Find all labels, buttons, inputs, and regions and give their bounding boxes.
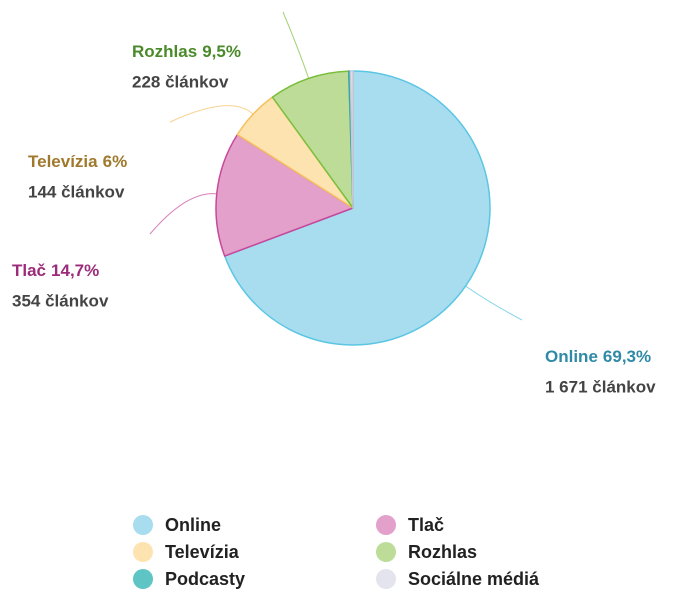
data-label: Televízia 6% — [28, 152, 127, 171]
pie-slice — [349, 70, 354, 209]
count-label: 354 článkov — [12, 291, 109, 310]
pie-slice — [271, 70, 354, 209]
legend-label: Tlač — [408, 515, 444, 535]
label-name: Rozhlas — [132, 42, 197, 61]
count-label: 228 článkov — [132, 72, 229, 91]
label-name: Tlač — [12, 261, 46, 280]
label-value: 69,3% — [603, 347, 651, 366]
count-label: 144 článkov — [28, 182, 125, 201]
label-name: Online — [545, 347, 598, 366]
legend-swatch — [376, 569, 396, 589]
label-value: 6% — [103, 152, 128, 171]
pie-slice — [215, 133, 354, 257]
legend-swatch — [133, 569, 153, 589]
data-label: Tlač 14,7% — [12, 261, 99, 280]
leader-line — [282, 11, 310, 79]
legend-swatch — [376, 542, 396, 562]
legend-label: Podcasty — [165, 569, 245, 589]
data-label: Rozhlas 9,5% — [132, 42, 241, 61]
legend-label: Televízia — [165, 542, 240, 562]
legend-swatch — [133, 515, 153, 535]
label-value: 9,5% — [202, 42, 241, 61]
legend-label: Sociálne médiá — [408, 569, 540, 589]
legend-label: Rozhlas — [408, 542, 477, 562]
leader-line — [465, 285, 523, 321]
legend-swatch — [133, 542, 153, 562]
label-value: 14,7% — [51, 261, 99, 280]
count-label: 1 671 článkov — [545, 377, 656, 396]
legend-label: Online — [165, 515, 221, 535]
leader-line — [149, 193, 217, 235]
leader-line — [169, 105, 254, 123]
data-label: Online 69,3% — [545, 347, 651, 366]
legend-swatch — [376, 515, 396, 535]
label-name: Televízia — [28, 152, 98, 171]
